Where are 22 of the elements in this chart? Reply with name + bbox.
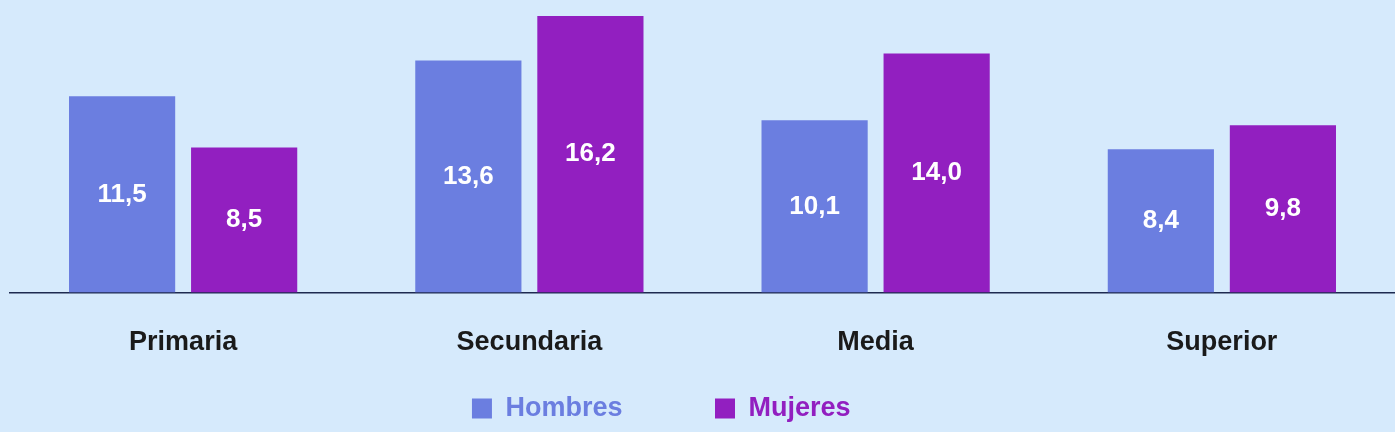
bar: [69, 96, 176, 293]
x-tick-label: Primaria: [129, 326, 239, 357]
x-tick-label: Media: [837, 326, 915, 357]
bar: [883, 53, 990, 293]
data-label: 13,6: [443, 159, 494, 190]
bar: [415, 60, 522, 293]
bar: [1229, 125, 1336, 293]
data-label: 9,8: [1264, 192, 1301, 223]
legend-label: Hombres: [505, 391, 705, 422]
data-label: 11,5: [97, 177, 147, 208]
bar: [191, 147, 298, 293]
data-label: 8,5: [226, 203, 263, 234]
bar: [537, 16, 644, 293]
x-tick-label: Superior: [1166, 326, 1278, 357]
bar: [1107, 149, 1214, 293]
data-label: 14,0: [911, 156, 962, 187]
data-label: 8,4: [1142, 204, 1180, 235]
legend-label: Mujeres: [748, 391, 934, 422]
bar: [761, 120, 868, 293]
data-label: 16,2: [565, 137, 616, 168]
x-tick-label: Secundaria: [456, 326, 604, 357]
data-label: 10,1: [789, 189, 840, 220]
